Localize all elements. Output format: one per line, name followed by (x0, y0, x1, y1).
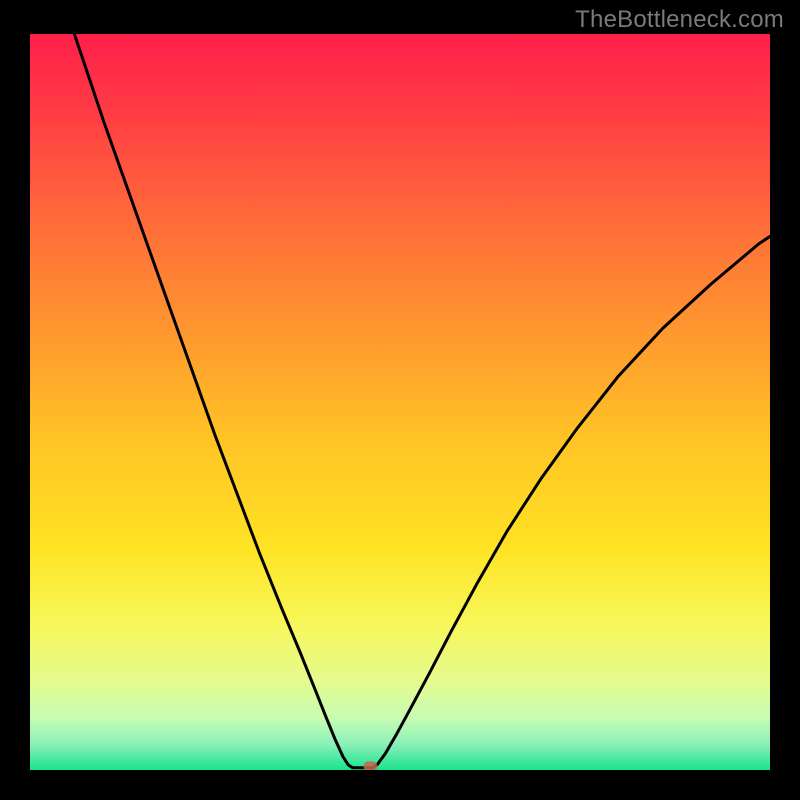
outer-frame: TheBottleneck.com (0, 0, 800, 800)
optimum-marker (363, 761, 377, 770)
chart-background (30, 34, 770, 770)
watermark-text: TheBottleneck.com (575, 6, 784, 34)
bottleneck-chart (30, 34, 770, 770)
